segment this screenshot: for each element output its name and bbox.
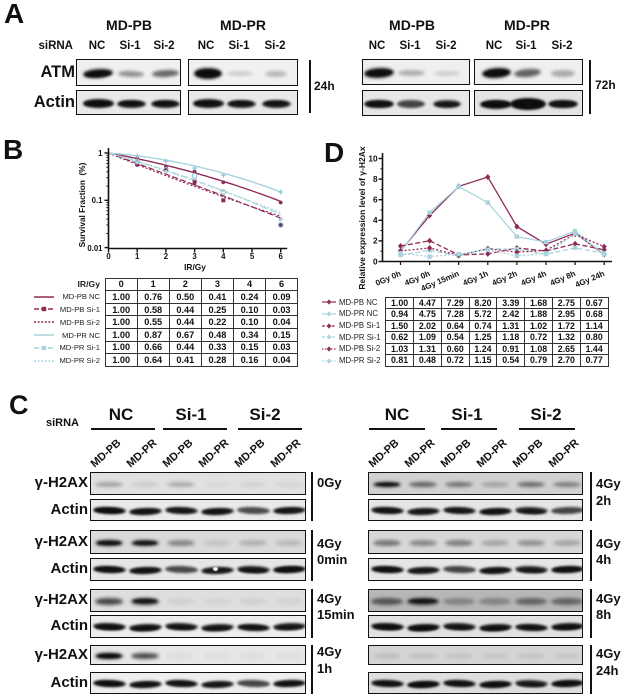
svg-text:8: 8 — [373, 175, 378, 184]
svg-text:3: 3 — [192, 252, 197, 261]
svg-text:0Gy 0h: 0Gy 0h — [374, 269, 402, 288]
svg-text:4Gy 4h: 4Gy 4h — [520, 269, 548, 288]
svg-text:4Gy 8h: 4Gy 8h — [549, 269, 577, 288]
svg-text:4Gy 1h: 4Gy 1h — [461, 269, 489, 288]
svg-text:0.1: 0.1 — [92, 196, 104, 205]
svg-text:10: 10 — [368, 154, 378, 163]
svg-text:1: 1 — [135, 252, 140, 261]
svg-text:5: 5 — [250, 252, 255, 261]
svg-text:6: 6 — [373, 196, 378, 205]
svg-text:0: 0 — [373, 257, 378, 266]
svg-text:Relative expression level of γ: Relative expression level of γ-H2Ax — [357, 146, 367, 289]
svg-text:4: 4 — [221, 252, 226, 261]
svg-text:4: 4 — [373, 216, 378, 225]
svg-text:1: 1 — [98, 149, 103, 158]
svg-text:IR/Gy: IR/Gy — [184, 262, 206, 272]
svg-text:0.01: 0.01 — [87, 244, 103, 253]
svg-text:2: 2 — [164, 252, 169, 261]
svg-text:0: 0 — [106, 252, 111, 261]
svg-text:4Gy 24h: 4Gy 24h — [574, 269, 606, 289]
svg-text:6: 6 — [279, 252, 284, 261]
svg-text:Survival Fraction (%): Survival Fraction (%) — [77, 162, 87, 247]
svg-text:2: 2 — [373, 237, 378, 246]
svg-text:4Gy 2h: 4Gy 2h — [491, 269, 519, 288]
